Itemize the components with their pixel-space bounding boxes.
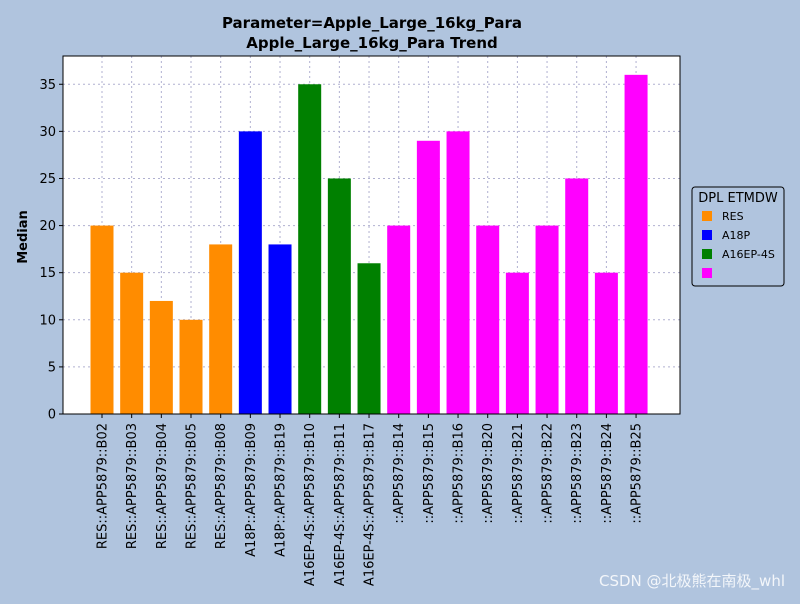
x-tick-label: ::APP5879::B15 xyxy=(422,423,437,524)
legend-title: DPL ETMDW xyxy=(698,191,778,206)
x-tick-label: A18P::APP5879::B19 xyxy=(274,423,289,557)
bar xyxy=(268,244,292,414)
x-tick-label: ::APP5879::B25 xyxy=(630,423,645,524)
x-tick-label: A18P::APP5879::B09 xyxy=(244,423,259,557)
x-ticks: RES::APP5879::B02 RES::APP5879::B03 RES::A… xyxy=(96,414,645,586)
x-tick-label: RES::APP5879::B04 xyxy=(155,423,170,549)
legend: DPL ETMDW RES A18P A16EP-4S xyxy=(691,186,785,287)
x-tick-label: ::APP5879::B24 xyxy=(600,423,615,524)
y-ticks: 0 5 10 15 20 25 30 35 xyxy=(39,78,63,423)
x-tick-label: A16EP-4S::APP5879::B10 xyxy=(303,423,318,586)
bar xyxy=(594,272,618,414)
x-tick-label: ::APP5879::B20 xyxy=(481,423,496,524)
bar xyxy=(476,225,500,414)
y-tick-label: 15 xyxy=(39,266,56,281)
x-tick-label: ::APP5879::B14 xyxy=(392,423,407,524)
legend-label: A16EP-4S xyxy=(722,248,775,261)
x-tick-label: ::APP5879::B22 xyxy=(541,423,556,524)
y-tick-label: 25 xyxy=(39,172,56,187)
bar xyxy=(298,84,322,415)
bar xyxy=(505,272,529,414)
x-tick-label: ::APP5879::B21 xyxy=(511,423,526,524)
bars xyxy=(90,74,648,415)
bar xyxy=(179,319,203,414)
y-tick-label: 20 xyxy=(39,219,56,234)
chart-title-line1: Parameter=Apple_Large_16kg_Para xyxy=(222,14,522,32)
x-tick-label: RES::APP5879::B02 xyxy=(96,423,111,549)
bar xyxy=(565,178,589,414)
y-tick-label: 35 xyxy=(39,78,56,93)
x-tick-label: RES::APP5879::B08 xyxy=(214,423,229,549)
bar xyxy=(624,74,648,414)
x-tick-label: A16EP-4S::APP5879::B17 xyxy=(363,423,378,586)
legend-swatch xyxy=(702,211,712,221)
legend-label: A18P xyxy=(722,229,751,242)
x-tick-label: RES::APP5879::B05 xyxy=(185,423,200,549)
bar xyxy=(357,263,381,414)
legend-box xyxy=(691,186,785,287)
legend-swatch xyxy=(702,268,712,278)
bar xyxy=(120,272,144,414)
legend-swatch xyxy=(702,230,712,240)
bar xyxy=(535,225,559,414)
bar xyxy=(90,225,114,414)
chart-title-line2: Apple_Large_16kg_Para Trend xyxy=(246,34,498,52)
legend-swatch xyxy=(702,249,712,259)
bar xyxy=(149,300,173,414)
x-tick-label: RES::APP5879::B03 xyxy=(125,423,140,549)
x-tick-label: A16EP-4S::APP5879::B11 xyxy=(333,423,348,586)
legend-entries: RES A18P A16EP-4S xyxy=(702,210,775,278)
y-tick-label: 0 xyxy=(48,408,56,423)
bar xyxy=(446,131,470,415)
legend-label: RES xyxy=(722,210,744,223)
bar xyxy=(238,131,262,415)
watermark: CSDN @北极熊在南极_whl xyxy=(599,572,785,591)
bar xyxy=(387,225,411,414)
x-tick-label: ::APP5879::B23 xyxy=(570,423,585,524)
bar xyxy=(416,140,440,414)
x-tick-label: ::APP5879::B16 xyxy=(452,423,467,524)
y-tick-label: 5 xyxy=(48,360,56,375)
bar xyxy=(209,244,233,414)
y-tick-label: 30 xyxy=(39,125,56,140)
y-tick-label: 10 xyxy=(39,313,56,328)
bar xyxy=(327,178,351,414)
plot-frame xyxy=(62,55,681,415)
y-axis-label: Median xyxy=(16,210,31,264)
